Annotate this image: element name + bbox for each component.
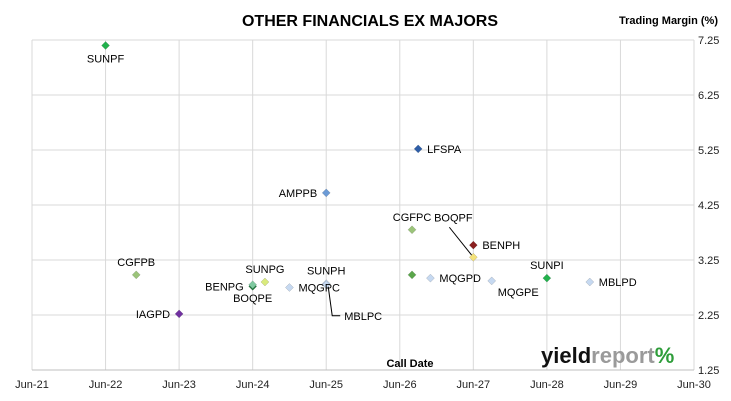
- point-label: MQGPD: [439, 273, 481, 285]
- point-label: CGFPC: [393, 212, 432, 224]
- point-label: MQGPE: [498, 287, 539, 299]
- y-tick-label: 2.25: [698, 310, 719, 322]
- y-axis-title: Trading Margin (%): [619, 15, 718, 27]
- x-tick-label: Jun-22: [89, 379, 123, 391]
- data-point: [413, 144, 423, 154]
- data-point: [174, 309, 184, 319]
- y-tick-label: 5.25: [698, 145, 719, 157]
- data-point: [468, 252, 478, 262]
- point-label: MQGPC: [298, 283, 340, 295]
- yieldreport-logo: yieldreport%: [541, 343, 674, 368]
- y-tick-label: 3.25: [698, 255, 719, 267]
- data-point: [248, 280, 258, 290]
- point-label: AMPPB: [279, 188, 318, 200]
- x-tick-label: Jun-25: [309, 379, 343, 391]
- x-tick-label: Jun-23: [162, 379, 196, 391]
- point-labels: SUNPF LFSPA AMPPB CGFPC BENPH BOQPF CGFPB SUNPI…: [87, 54, 637, 323]
- point-label: BENPH: [482, 240, 520, 252]
- svg-text:yieldreport%: yieldreport%: [541, 343, 674, 368]
- y-tick-label: 1.25: [698, 365, 719, 377]
- point-label: LFSPA: [427, 144, 462, 156]
- point-label: MBLPC: [344, 311, 382, 323]
- data-point: [468, 240, 478, 250]
- data-point: [285, 283, 294, 292]
- data-point: [260, 277, 270, 287]
- callout-line: [448, 226, 474, 258]
- logo-yield: yield: [541, 343, 591, 368]
- point-label: BOQPE: [233, 293, 272, 305]
- data-point: [321, 188, 331, 198]
- point-label: SUNPF: [87, 54, 125, 66]
- point-label: CGFPB: [117, 257, 155, 269]
- point-label: IAGPD: [136, 309, 170, 321]
- point-label: BOQPF: [434, 212, 473, 224]
- x-tick-label: Jun-28: [530, 379, 564, 391]
- logo-report: report: [591, 343, 655, 368]
- y-tick-label: 6.25: [698, 90, 719, 102]
- x-tick-label: Jun-24: [236, 379, 270, 391]
- y-tick-label: 7.25: [698, 35, 719, 47]
- data-point: [487, 276, 497, 286]
- chart-title: OTHER FINANCIALS EX MAJORS: [242, 13, 498, 30]
- point-label: SUNPI: [530, 260, 564, 272]
- axis-ticks: 1.25 2.25 3.25 4.25 5.25 6.25 7.25 Jun-21 Jun-22…: [15, 35, 719, 391]
- data-point: [101, 41, 110, 50]
- data-point: [585, 277, 595, 287]
- data-point: [321, 280, 331, 290]
- callout-line: [327, 286, 341, 317]
- x-axis-title: Call Date: [386, 358, 433, 370]
- data-point: [131, 270, 141, 280]
- gridlines: [31, 39, 695, 371]
- data-point: [407, 270, 417, 280]
- data-point: [426, 273, 435, 283]
- data-point: [542, 273, 552, 283]
- x-tick-label: Jun-30: [677, 379, 711, 391]
- data-points: [101, 41, 595, 319]
- y-tick-label: 4.25: [698, 200, 719, 212]
- x-tick-label: Jun-21: [15, 379, 49, 391]
- point-label: BENPG: [205, 281, 244, 293]
- point-label: SUNPG: [245, 264, 284, 276]
- callout-lines: [327, 226, 474, 317]
- point-label: SUNPH: [307, 266, 346, 278]
- x-tick-label: Jun-27: [457, 379, 491, 391]
- x-tick-label: Jun-26: [383, 379, 417, 391]
- x-tick-label: Jun-29: [604, 379, 638, 391]
- logo-percent: %: [655, 343, 675, 368]
- point-label: MBLPD: [599, 277, 637, 289]
- data-point: [407, 225, 417, 235]
